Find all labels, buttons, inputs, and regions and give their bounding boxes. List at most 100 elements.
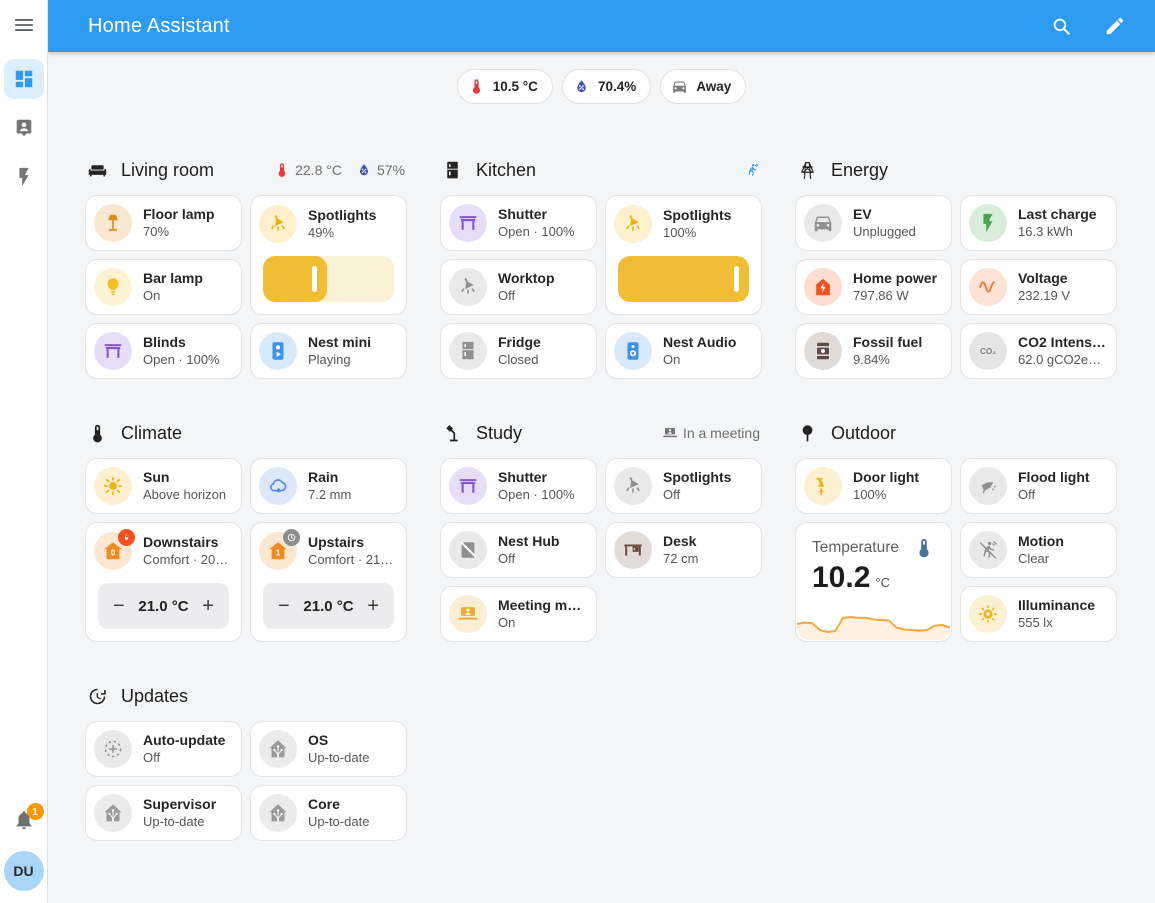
nav-person[interactable] — [4, 108, 44, 148]
card-outdoor-motion[interactable]: Motion Clear — [960, 522, 1117, 578]
slider-handle[interactable] — [312, 266, 318, 292]
entity-icon-circle[interactable] — [449, 467, 487, 505]
card-energy-co2-intensity[interactable]: CO₂ CO2 Intensity 62.0 gCO2eq/… — [960, 323, 1117, 379]
card-living-room-floor-lamp[interactable]: Floor lamp 70% — [85, 195, 242, 251]
badge-label: 22.8 °C — [295, 162, 342, 178]
entity-icon-circle[interactable] — [94, 204, 132, 242]
svg-text:CO₂: CO₂ — [980, 347, 996, 356]
section-header: Kitchen — [442, 158, 760, 182]
card-study-desk[interactable]: Desk 72 cm — [605, 522, 762, 578]
card-kitchen-fridge[interactable]: Fridge Closed — [440, 323, 597, 379]
entity-icon-circle[interactable] — [969, 595, 1007, 633]
fridge-icon-wrap — [442, 160, 463, 181]
card-energy-fossil-fuel[interactable]: Fossil fuel 9.84% — [795, 323, 952, 379]
chip-temperature[interactable]: 10.5 °C — [456, 69, 553, 104]
card-study-spotlights[interactable]: Spotlights Off — [605, 458, 762, 514]
entity-icon-circle[interactable] — [969, 268, 1007, 306]
card-living-room-nest-mini[interactable]: Nest mini Playing — [250, 323, 407, 379]
entity-icon-circle[interactable] — [449, 531, 487, 569]
entity-status: 7.2 mm — [308, 486, 352, 502]
entity-icon-circle[interactable] — [259, 332, 297, 370]
entity-name: Auto-update — [143, 732, 226, 749]
section-kitchen: Kitchen Shutter Open · 100% Spotlights 100% W… — [440, 158, 762, 379]
desk-icon — [624, 544, 642, 556]
card-living-room-bar-lamp[interactable]: Bar lamp On — [85, 259, 242, 315]
entity-icon-circle[interactable] — [94, 268, 132, 306]
entity-icon-circle[interactable] — [969, 204, 1007, 242]
card-energy-home-power[interactable]: Home power 797.86 W — [795, 259, 952, 315]
entity-icon-circle[interactable] — [804, 204, 842, 242]
card-outdoor-temperature[interactable]: Temperature 10.2 °C — [795, 522, 952, 642]
card-climate-sun[interactable]: Sun Above horizon — [85, 458, 242, 514]
entity-icon-circle[interactable] — [804, 332, 842, 370]
search-button[interactable] — [1041, 6, 1081, 46]
hamburger-menu-button[interactable] — [0, 0, 48, 50]
brightness-slider[interactable] — [263, 256, 394, 302]
chip-presence[interactable]: Away — [660, 69, 747, 104]
card-study-nest-hub[interactable]: Nest Hub Off — [440, 522, 597, 578]
entity-icon-circle[interactable] — [259, 794, 297, 832]
entity-icon-circle[interactable] — [94, 467, 132, 505]
user-avatar[interactable]: DU — [3, 851, 44, 891]
entity-icon-circle[interactable] — [259, 730, 297, 768]
entity-icon-circle[interactable] — [614, 531, 652, 569]
entity-text: Spotlights 49% — [308, 206, 376, 241]
entity-icon-circle[interactable] — [259, 205, 297, 243]
nav-energy[interactable] — [4, 157, 44, 197]
chip-humidity[interactable]: 70.4% — [561, 69, 652, 104]
card-kitchen-nest-audio[interactable]: Nest Audio On — [605, 323, 762, 379]
entity-status: 9.84% — [853, 351, 890, 367]
entity-icon-circle[interactable] — [259, 467, 297, 505]
card-outdoor-flood-light[interactable]: Flood light Off — [960, 458, 1117, 514]
entity-icon-circle[interactable] — [449, 268, 487, 306]
card-study-meeting-mode[interactable]: Meeting mode On — [440, 586, 597, 642]
motion-off-icon — [979, 541, 997, 559]
card-kitchen-shutter[interactable]: Shutter Open · 100% — [440, 195, 597, 251]
entity-icon-circle[interactable]: CO₂ — [969, 332, 1007, 370]
card-energy-voltage[interactable]: Voltage 232.19 V — [960, 259, 1117, 315]
card-living-room-spotlights[interactable]: Spotlights 49% — [250, 195, 407, 315]
entity-icon-circle[interactable] — [614, 205, 652, 243]
entity-icon-circle[interactable] — [969, 531, 1007, 569]
entity-icon-circle[interactable] — [614, 332, 652, 370]
card-updates-core[interactable]: Core Up-to-date — [250, 785, 407, 841]
entity-icon-circle[interactable] — [449, 332, 487, 370]
temp-increase-button[interactable]: + — [367, 595, 379, 617]
entity-icon-circle[interactable] — [94, 332, 132, 370]
card-living-room-blinds[interactable]: Blinds Open · 100% — [85, 323, 242, 379]
brightness-slider[interactable] — [618, 256, 749, 302]
entity-icon-circle[interactable] — [969, 467, 1007, 505]
card-kitchen-spotlights[interactable]: Spotlights 100% — [605, 195, 762, 315]
entity-icon-circle[interactable] — [614, 467, 652, 505]
entity-icon-circle[interactable] — [804, 467, 842, 505]
card-kitchen-worktop[interactable]: Worktop Off — [440, 259, 597, 315]
app-title: Home Assistant — [88, 14, 230, 37]
card-climate-rain[interactable]: Rain 7.2 mm — [250, 458, 407, 514]
nav-overview[interactable] — [3, 59, 44, 99]
card-energy-last-charge[interactable]: Last charge 16.3 kWh — [960, 195, 1117, 251]
entity-icon-circle[interactable] — [804, 268, 842, 306]
entity-icon-circle[interactable] — [449, 595, 487, 633]
card-updates-supervisor[interactable]: Supervisor Up-to-date — [85, 785, 242, 841]
section-title: Updates — [121, 685, 189, 706]
temp-decrease-button[interactable]: − — [278, 595, 290, 617]
card-outdoor-door-light[interactable]: Door light 100% — [795, 458, 952, 514]
temp-decrease-button[interactable]: − — [113, 595, 125, 617]
card-updates-os[interactable]: OS Up-to-date — [250, 721, 407, 777]
card-study-shutter[interactable]: Shutter Open · 100% — [440, 458, 597, 514]
card-updates-auto-update[interactable]: Auto-update Off — [85, 721, 242, 777]
entity-icon-circle[interactable] — [94, 794, 132, 832]
card-outdoor-illuminance[interactable]: Illuminance 555 lx — [960, 586, 1117, 642]
entity-icon-circle[interactable] — [449, 204, 487, 242]
temp-increase-button[interactable]: + — [202, 595, 214, 617]
card-climate-upstairs[interactable]: 1 Upstairs Comfort · 21.7… −21.0 °C + — [250, 522, 407, 642]
card-energy-ev[interactable]: EV Unplugged — [795, 195, 952, 251]
entity-icon-circle[interactable] — [94, 730, 132, 768]
slider-handle[interactable] — [734, 266, 739, 292]
laptop-account-icon — [458, 607, 478, 620]
entity-icon-wrap — [969, 268, 1007, 306]
card-climate-downstairs[interactable]: 0 Downstairs Comfort · 20.8… −21.0 °C + — [85, 522, 242, 642]
notifications-button[interactable]: 1 — [4, 801, 44, 841]
edit-dashboard-button[interactable] — [1095, 6, 1135, 46]
entity-text: Fridge Closed — [498, 333, 541, 368]
